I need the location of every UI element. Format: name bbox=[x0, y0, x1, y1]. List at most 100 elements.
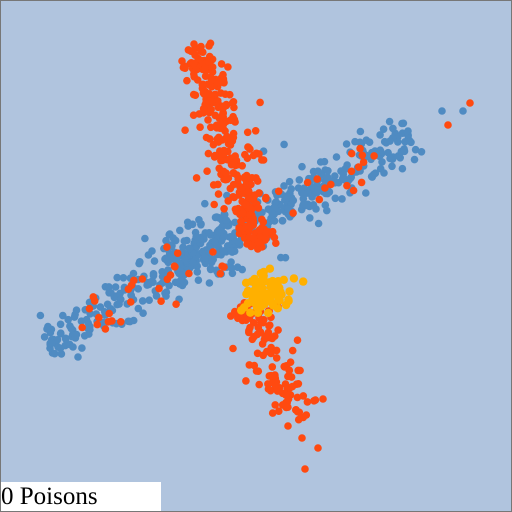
red-dot bbox=[183, 76, 191, 85]
red-dot bbox=[95, 313, 103, 322]
red-dot bbox=[293, 393, 302, 402]
blue-dot bbox=[74, 353, 82, 361]
red-dot bbox=[203, 167, 211, 175]
red-dot bbox=[220, 146, 228, 155]
red-dot bbox=[196, 123, 204, 131]
red-dot bbox=[301, 465, 309, 473]
red-dot bbox=[173, 249, 182, 257]
blue-dot bbox=[124, 317, 133, 326]
blue-dot bbox=[82, 315, 91, 324]
red-dot bbox=[220, 205, 228, 213]
red-dot bbox=[217, 120, 226, 129]
red-dot bbox=[231, 205, 240, 214]
blue-dot bbox=[71, 310, 79, 319]
yellow-dot bbox=[260, 299, 269, 309]
blue-dot bbox=[206, 264, 215, 273]
red-dot bbox=[197, 47, 205, 56]
red-dot bbox=[251, 127, 260, 135]
red-dot bbox=[299, 392, 308, 400]
blue-dot bbox=[323, 206, 331, 215]
red-dot bbox=[157, 297, 165, 306]
red-dot bbox=[198, 80, 207, 89]
red-dot bbox=[190, 70, 198, 78]
blue-dot bbox=[138, 297, 147, 305]
red-dot bbox=[262, 234, 270, 243]
red-dot bbox=[253, 245, 262, 253]
yellow-dot bbox=[264, 308, 273, 318]
red-dot bbox=[101, 325, 110, 333]
blue-dot bbox=[294, 184, 303, 192]
red-dot bbox=[245, 233, 254, 241]
red-dot bbox=[284, 422, 292, 430]
red-dot bbox=[444, 121, 452, 129]
red-dot bbox=[214, 97, 222, 105]
yellow-dot bbox=[273, 304, 282, 313]
red-dot bbox=[221, 90, 230, 98]
red-dot bbox=[242, 377, 250, 385]
yellow-dot bbox=[284, 296, 293, 306]
red-dot bbox=[327, 180, 335, 189]
red-dot bbox=[245, 211, 254, 219]
red-dot bbox=[246, 223, 255, 231]
red-dot bbox=[211, 151, 219, 160]
blue-dot bbox=[54, 343, 62, 351]
blue-dot bbox=[280, 182, 288, 190]
red-dot bbox=[217, 60, 226, 68]
blue-dot bbox=[227, 247, 235, 255]
red-dot bbox=[208, 97, 216, 105]
yellow-dot bbox=[256, 269, 265, 278]
blue-dot bbox=[141, 234, 149, 243]
blue-dot bbox=[369, 170, 378, 179]
yellow-dot bbox=[248, 295, 257, 305]
red-dot bbox=[216, 269, 225, 278]
red-dot bbox=[201, 64, 209, 73]
red-dot bbox=[262, 333, 271, 342]
red-dot bbox=[319, 395, 327, 403]
red-dot bbox=[217, 156, 225, 165]
blue-dot bbox=[127, 291, 135, 299]
yellow-dot bbox=[279, 275, 288, 284]
blue-dot bbox=[338, 195, 346, 203]
red-dot bbox=[224, 63, 232, 71]
blue-dot bbox=[362, 136, 371, 144]
red-dot bbox=[270, 379, 279, 387]
red-dot bbox=[267, 371, 275, 380]
red-dot bbox=[343, 181, 351, 190]
yellow-dot bbox=[243, 286, 253, 295]
red-dot bbox=[356, 144, 364, 153]
poison-count-label: 0 Poisons bbox=[1, 483, 98, 510]
red-dot bbox=[303, 398, 312, 406]
blue-dot bbox=[378, 158, 386, 166]
yellow-dot bbox=[253, 308, 263, 317]
red-dot bbox=[234, 175, 242, 183]
blue-dot bbox=[377, 147, 385, 156]
blue-dot bbox=[36, 311, 45, 320]
blue-dot bbox=[219, 247, 228, 255]
blue-dot bbox=[59, 311, 67, 320]
blue-dot bbox=[80, 332, 89, 340]
blue-dot bbox=[219, 233, 228, 241]
red-dot bbox=[210, 200, 218, 209]
blue-dot bbox=[400, 145, 408, 153]
red-dot bbox=[259, 156, 268, 164]
red-dot bbox=[205, 108, 214, 117]
blue-dot bbox=[277, 253, 285, 262]
blue-dot bbox=[332, 153, 341, 161]
red-dot bbox=[354, 163, 363, 171]
red-dot bbox=[310, 397, 318, 405]
blue-dot bbox=[398, 164, 407, 173]
blue-dot bbox=[410, 155, 419, 164]
blue-dot bbox=[171, 236, 180, 245]
red-dot bbox=[260, 316, 268, 324]
red-dot bbox=[314, 444, 322, 452]
blue-dot bbox=[201, 259, 210, 268]
blue-dot bbox=[238, 265, 246, 274]
blue-dot bbox=[227, 233, 235, 241]
yellow-dot bbox=[246, 308, 255, 317]
red-dot bbox=[219, 70, 227, 79]
blue-dot bbox=[404, 127, 412, 135]
blue-dot bbox=[193, 233, 201, 241]
blue-dot bbox=[211, 237, 219, 246]
red-dot bbox=[228, 99, 237, 107]
